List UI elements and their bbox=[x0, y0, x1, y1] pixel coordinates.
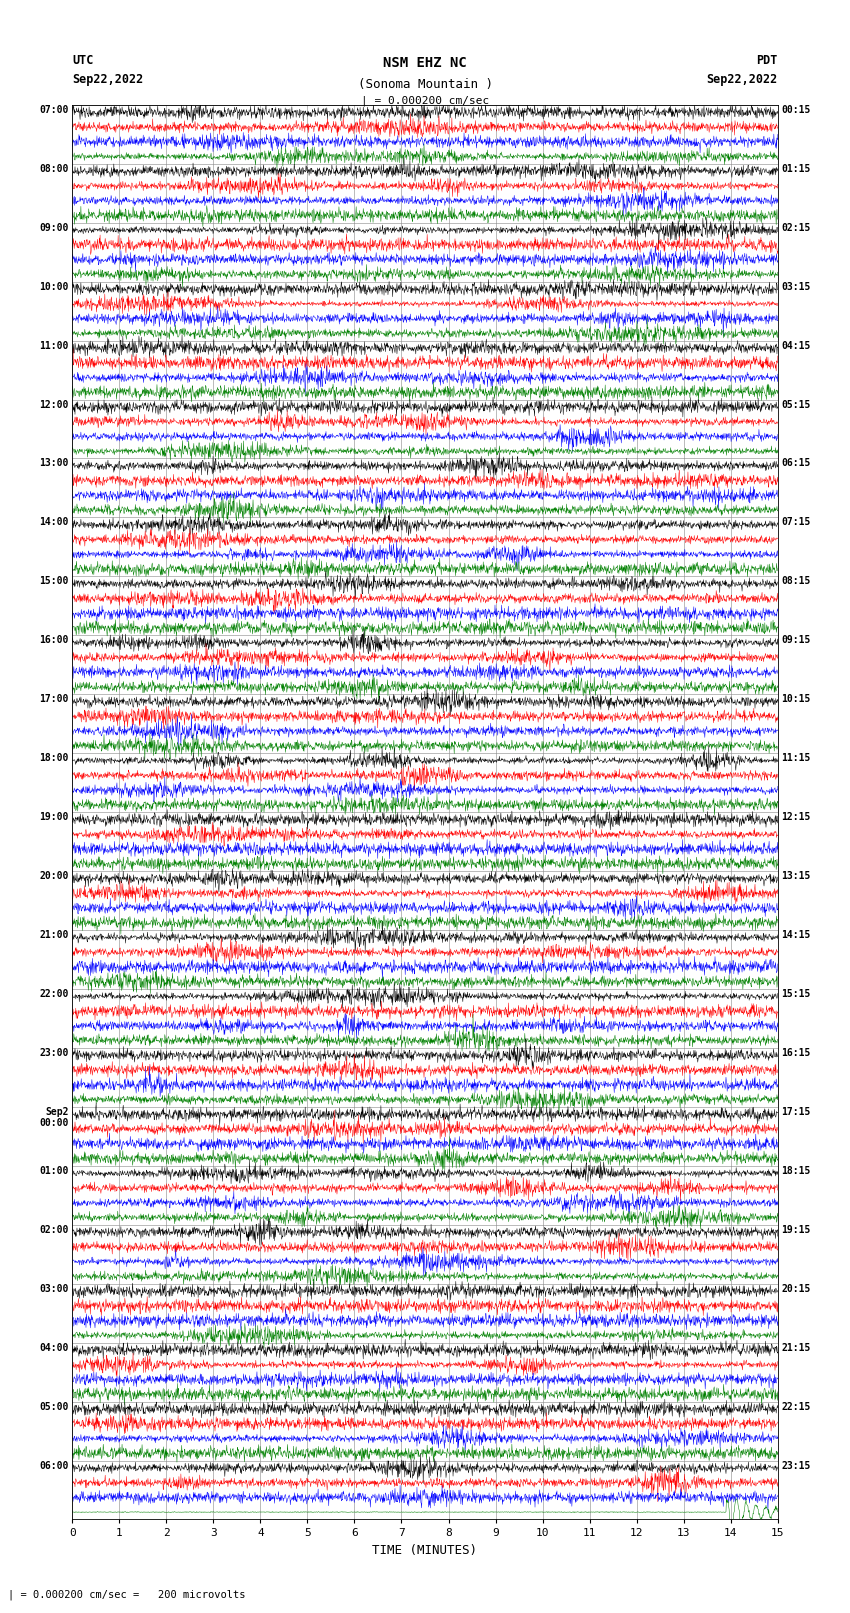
Text: 15:00: 15:00 bbox=[39, 576, 69, 587]
Text: 18:00: 18:00 bbox=[39, 753, 69, 763]
Text: 22:15: 22:15 bbox=[781, 1402, 811, 1411]
Text: 21:00: 21:00 bbox=[39, 931, 69, 940]
Text: 12:00: 12:00 bbox=[39, 400, 69, 410]
Text: NSM EHZ NC: NSM EHZ NC bbox=[383, 56, 467, 71]
Text: 15:15: 15:15 bbox=[781, 989, 811, 998]
Text: 06:15: 06:15 bbox=[781, 458, 811, 468]
Text: 02:15: 02:15 bbox=[781, 223, 811, 232]
Text: (Sonoma Mountain ): (Sonoma Mountain ) bbox=[358, 77, 492, 90]
Text: 19:00: 19:00 bbox=[39, 813, 69, 823]
Text: Sep22,2022: Sep22,2022 bbox=[72, 73, 144, 85]
Text: 04:00: 04:00 bbox=[39, 1342, 69, 1353]
Text: 03:15: 03:15 bbox=[781, 282, 811, 292]
Text: 21:15: 21:15 bbox=[781, 1342, 811, 1353]
Text: 01:15: 01:15 bbox=[781, 165, 811, 174]
Text: | = 0.000200 cm/sec: | = 0.000200 cm/sec bbox=[361, 95, 489, 106]
Text: 01:00: 01:00 bbox=[39, 1166, 69, 1176]
Text: 11:15: 11:15 bbox=[781, 753, 811, 763]
Text: 08:00: 08:00 bbox=[39, 165, 69, 174]
Text: 20:15: 20:15 bbox=[781, 1284, 811, 1294]
Text: | = 0.000200 cm/sec =   200 microvolts: | = 0.000200 cm/sec = 200 microvolts bbox=[8, 1589, 246, 1600]
Text: 22:00: 22:00 bbox=[39, 989, 69, 998]
Text: 10:00: 10:00 bbox=[39, 282, 69, 292]
Text: Sep22,2022: Sep22,2022 bbox=[706, 73, 778, 85]
Text: 16:15: 16:15 bbox=[781, 1048, 811, 1058]
X-axis label: TIME (MINUTES): TIME (MINUTES) bbox=[372, 1544, 478, 1557]
Text: 13:15: 13:15 bbox=[781, 871, 811, 881]
Text: 08:15: 08:15 bbox=[781, 576, 811, 587]
Text: 18:15: 18:15 bbox=[781, 1166, 811, 1176]
Text: 17:15: 17:15 bbox=[781, 1107, 811, 1116]
Text: 05:15: 05:15 bbox=[781, 400, 811, 410]
Text: 04:15: 04:15 bbox=[781, 340, 811, 350]
Text: 10:15: 10:15 bbox=[781, 694, 811, 705]
Text: 02:00: 02:00 bbox=[39, 1224, 69, 1234]
Text: 14:15: 14:15 bbox=[781, 931, 811, 940]
Text: 09:15: 09:15 bbox=[781, 636, 811, 645]
Text: 05:00: 05:00 bbox=[39, 1402, 69, 1411]
Text: 00:15: 00:15 bbox=[781, 105, 811, 115]
Text: 23:15: 23:15 bbox=[781, 1460, 811, 1471]
Text: Sep2
00:00: Sep2 00:00 bbox=[39, 1107, 69, 1129]
Text: 13:00: 13:00 bbox=[39, 458, 69, 468]
Text: 19:15: 19:15 bbox=[781, 1224, 811, 1234]
Text: 16:00: 16:00 bbox=[39, 636, 69, 645]
Text: 06:00: 06:00 bbox=[39, 1460, 69, 1471]
Text: 20:00: 20:00 bbox=[39, 871, 69, 881]
Text: 17:00: 17:00 bbox=[39, 694, 69, 705]
Text: PDT: PDT bbox=[756, 53, 778, 66]
Text: UTC: UTC bbox=[72, 53, 94, 66]
Text: 03:00: 03:00 bbox=[39, 1284, 69, 1294]
Text: 09:00: 09:00 bbox=[39, 223, 69, 232]
Text: 23:00: 23:00 bbox=[39, 1048, 69, 1058]
Text: 07:00: 07:00 bbox=[39, 105, 69, 115]
Text: 14:00: 14:00 bbox=[39, 518, 69, 527]
Text: 12:15: 12:15 bbox=[781, 813, 811, 823]
Text: 11:00: 11:00 bbox=[39, 340, 69, 350]
Text: 07:15: 07:15 bbox=[781, 518, 811, 527]
